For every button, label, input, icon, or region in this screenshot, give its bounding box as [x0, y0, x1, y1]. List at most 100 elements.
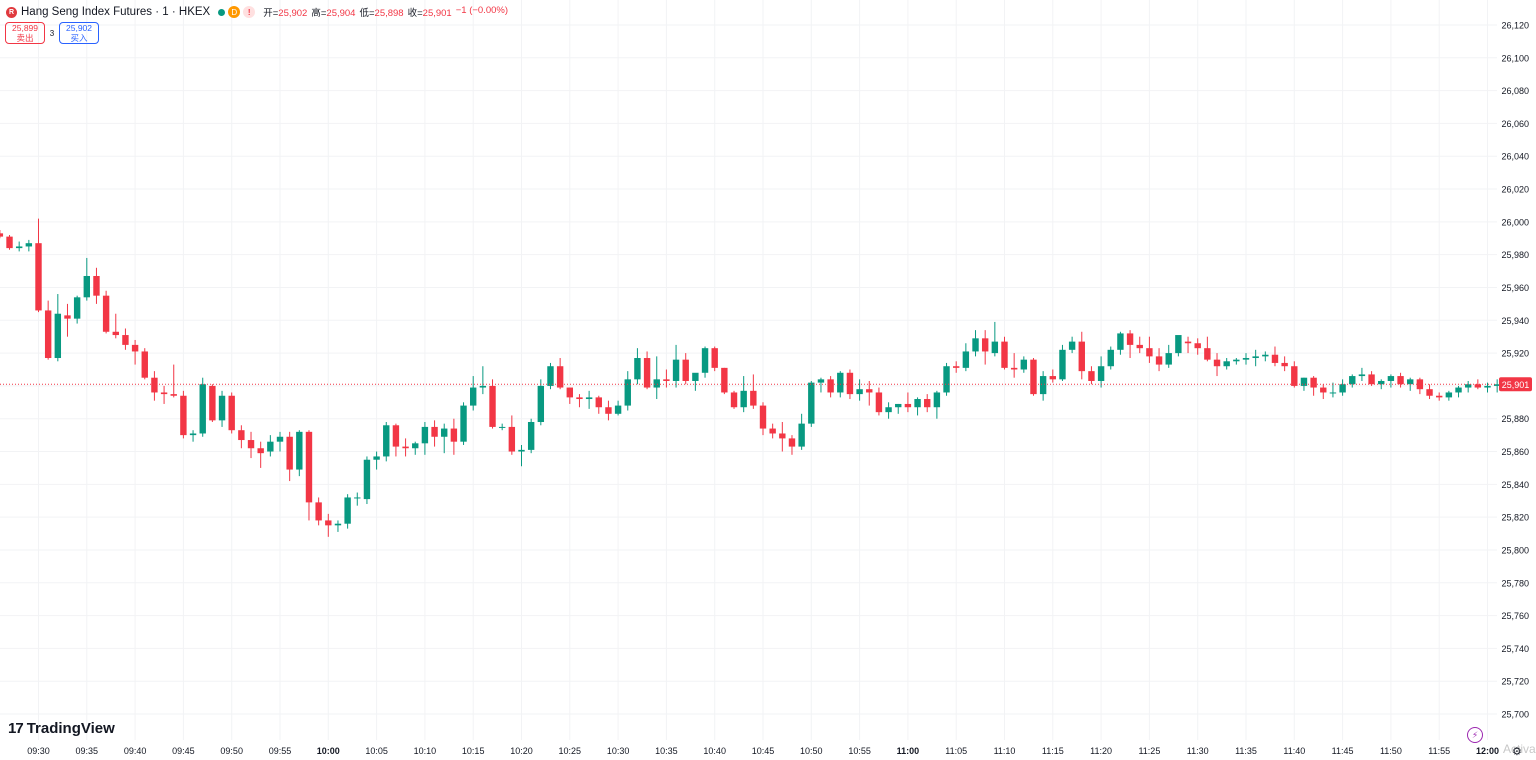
candle-body — [605, 407, 612, 414]
x-tick-label: 10:35 — [655, 746, 678, 756]
candle-body — [93, 275, 100, 296]
candle — [943, 362, 950, 396]
candle-body — [1474, 384, 1482, 388]
candle-body — [1281, 362, 1288, 367]
sell-button[interactable]: 25,899 卖出 — [5, 22, 45, 44]
candle — [15, 241, 23, 252]
market-status[interactable]: D ! — [218, 6, 256, 18]
x-tick-label: 11:10 — [994, 746, 1016, 756]
candle — [325, 513, 332, 537]
candle — [276, 431, 284, 452]
candle-body — [653, 379, 660, 388]
ohlc-high: 高=25,904 — [311, 8, 356, 19]
candle-body — [962, 351, 970, 368]
candle — [1126, 330, 1134, 359]
candle — [170, 364, 177, 398]
candle — [238, 425, 245, 449]
candle-body — [682, 359, 689, 381]
candle-body — [1146, 348, 1153, 357]
candle-body — [827, 379, 834, 393]
x-tick-label: 10:10 — [414, 746, 437, 756]
y-tick-label: 25,920 — [1501, 349, 1529, 359]
y-tick-label: 25,720 — [1501, 677, 1529, 687]
candle-body — [450, 428, 458, 442]
candle — [1387, 374, 1395, 388]
candle-body — [672, 359, 680, 381]
candle — [228, 392, 235, 434]
candle — [933, 390, 941, 419]
time-axis[interactable]: 09:30 09:35 09:40 09:45 09:50 09:55 10:00 10:05… — [27, 746, 1499, 756]
candle — [1262, 351, 1269, 362]
candle-body — [721, 367, 728, 393]
candle-body — [0, 233, 4, 237]
candle-body — [1059, 349, 1066, 380]
candle — [180, 390, 187, 439]
grid-lines — [0, 0, 1497, 740]
candle — [643, 351, 651, 390]
candle — [383, 421, 390, 462]
candle-body — [122, 335, 129, 345]
candle — [402, 438, 409, 457]
candle-body — [1368, 374, 1375, 385]
candle — [35, 218, 42, 313]
candle-body — [663, 379, 670, 381]
candle-body — [402, 446, 409, 449]
candle-body — [1010, 367, 1018, 370]
candle — [750, 374, 757, 409]
candle — [373, 451, 380, 470]
y-tick-label: 26,040 — [1501, 152, 1529, 162]
candle-body — [267, 441, 274, 452]
candle — [1310, 376, 1317, 396]
candle-body — [576, 397, 583, 400]
y-tick-label: 26,060 — [1501, 119, 1529, 129]
activation-watermark: Activa — [1503, 742, 1536, 756]
gear-icon[interactable]: ⚙ — [1512, 746, 1522, 758]
candle — [1445, 390, 1453, 401]
x-tick-label: 09:30 — [27, 746, 50, 756]
candle — [1088, 366, 1095, 385]
candle-body — [885, 407, 892, 413]
candle — [112, 313, 119, 339]
candle — [1039, 371, 1047, 401]
delayed-badge[interactable]: D — [228, 6, 241, 18]
candle — [866, 380, 873, 406]
candle — [721, 367, 728, 395]
lightning-icon[interactable]: ⚡ — [1467, 727, 1483, 743]
candle — [1358, 367, 1366, 381]
candle — [875, 387, 883, 416]
candle-body — [750, 390, 757, 406]
candle-body — [1493, 384, 1501, 386]
candle — [885, 402, 892, 419]
candle — [527, 418, 535, 454]
tradingview-mark-icon: 17 — [8, 720, 24, 737]
price-axis[interactable]: 26,120 26,100 26,080 26,060 26,040 26,020 26,0… — [1501, 21, 1529, 720]
candle-body — [895, 403, 902, 408]
candle — [1329, 382, 1337, 398]
tradingview-logo[interactable]: 17 TradingView — [8, 720, 115, 737]
candle-body — [247, 440, 255, 449]
candle — [1068, 336, 1076, 354]
buy-button[interactable]: 25,902 买入 — [59, 22, 99, 44]
candle-body — [325, 520, 332, 526]
candle — [759, 402, 767, 436]
buy-price: 25,902 — [66, 23, 92, 33]
candle — [962, 343, 970, 372]
candle-body — [412, 443, 419, 449]
ohlc-values: 开=25,902 高=25,904 低=25,898 收=25,901 −1 (… — [263, 5, 508, 19]
warning-badge[interactable]: ! — [243, 6, 256, 18]
candle — [788, 435, 796, 455]
candle — [1117, 331, 1124, 355]
candle-body — [1194, 343, 1201, 349]
x-tick-label: 10:25 — [559, 746, 582, 756]
symbol-title[interactable]: Hang Seng Index Futures · 1 · HKEX — [21, 6, 211, 18]
candle-body — [315, 502, 322, 521]
candle — [392, 423, 400, 457]
candle — [711, 346, 718, 372]
candle — [1436, 392, 1443, 401]
candle-body — [769, 428, 776, 434]
ohlc-open: 开=25,902 — [263, 8, 308, 19]
x-tick-label: 09:35 — [76, 746, 99, 756]
candle — [1233, 358, 1240, 365]
ohlc-close: 收=25,901 — [407, 8, 452, 19]
